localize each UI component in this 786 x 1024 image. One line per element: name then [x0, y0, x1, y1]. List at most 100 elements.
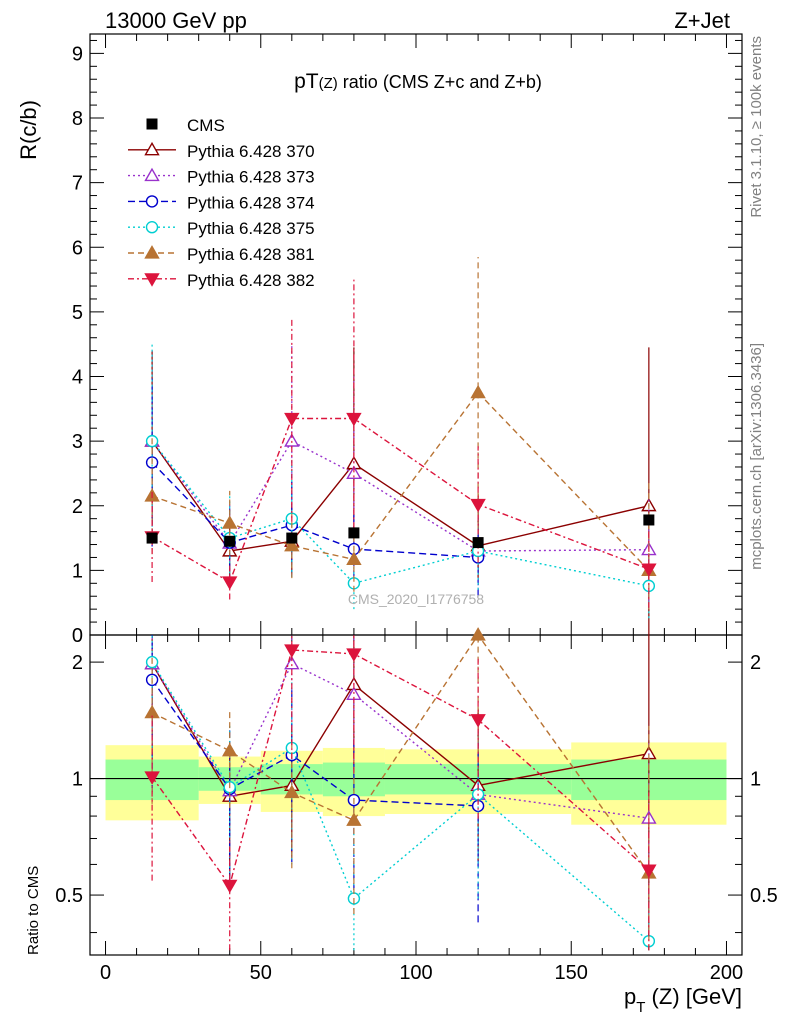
- series-2: [144, 344, 657, 951]
- cms-data: [146, 514, 655, 549]
- xlabel-sub: T: [636, 999, 645, 1016]
- xlabel-main: p: [624, 984, 636, 1009]
- ratio-point: [222, 742, 238, 757]
- ratio-series-line: [151, 663, 649, 798]
- data-point: [222, 515, 238, 529]
- legend-marker: [144, 167, 160, 182]
- series-line: [151, 440, 649, 587]
- data-point: [346, 465, 362, 480]
- ratio-tick-label: 2: [72, 652, 83, 674]
- ratio-tick-label-right: 2: [750, 652, 761, 674]
- cms-data-point: [146, 532, 158, 544]
- x-tick-label: 50: [250, 962, 272, 984]
- y-tick-label: 9: [72, 43, 83, 65]
- legend-entry-5: Pythia 6.428 381: [128, 245, 315, 264]
- legend-label: Pythia 6.428 382: [187, 271, 315, 290]
- data-point: [470, 384, 486, 399]
- ratio-point: [144, 771, 160, 785]
- x-tick-label: 0: [100, 962, 111, 984]
- cms-data-point: [348, 527, 360, 539]
- series-line: [151, 391, 650, 571]
- legend-marker: [144, 273, 160, 287]
- cms-data-point: [472, 537, 484, 549]
- legend-entry-cms: CMS: [146, 116, 225, 135]
- data-point: [346, 551, 362, 565]
- ratio-point: [222, 879, 238, 894]
- cms-data-point: [643, 514, 655, 526]
- ratio-point: [346, 812, 362, 826]
- data-point: [470, 498, 486, 513]
- legend-label: CMS: [187, 116, 225, 135]
- ratio-point: [284, 644, 300, 658]
- legend-entry-2: Pythia 6.428 373: [128, 168, 315, 187]
- legend-label: Pythia 6.428 370: [187, 142, 315, 161]
- ratio-series-line: [151, 633, 650, 874]
- title-sub: (Z): [319, 75, 338, 92]
- x-axis-label: pT (Z) [GeV]: [624, 984, 742, 1016]
- series-1: [144, 347, 657, 951]
- y-tick-label: 6: [72, 237, 83, 259]
- ratio-y-axis-label: Ratio to CMS: [25, 866, 42, 955]
- y-tick-label: 1: [72, 560, 83, 582]
- data-uncertainty-bands: [105, 742, 727, 825]
- y-tick-label: 5: [72, 302, 83, 324]
- header-right: Z+Jet: [674, 8, 730, 33]
- xlabel-rest: (Z) [GeV]: [645, 984, 742, 1009]
- series-line: [151, 440, 649, 552]
- title-main: pT: [294, 70, 319, 93]
- y-tick-label: 3: [72, 431, 83, 453]
- rivet-label: Rivet 3.1.10, ≥ 100k events: [748, 36, 765, 218]
- ratio-tick-label: 1: [72, 769, 83, 791]
- ratio-tick-label: 0.5: [55, 885, 83, 907]
- ratio-tick-label-right: 1: [750, 769, 761, 791]
- y-tick-label: 0: [72, 625, 83, 647]
- ratio-point: [346, 648, 362, 662]
- series-4: [145, 344, 656, 951]
- legend-entry-3: Pythia 6.428 374: [128, 193, 315, 212]
- y-axis-label: R(c/b): [16, 100, 41, 160]
- legend-marker: [144, 141, 160, 156]
- ratio-point: [284, 655, 300, 670]
- x-tick-label: 150: [555, 962, 588, 984]
- y-tick-label: 4: [72, 367, 83, 389]
- ratio-point: [470, 627, 486, 641]
- ratio-tick-label-right: 0.5: [750, 885, 778, 907]
- ratio-point: [641, 864, 657, 879]
- y-tick-label: 8: [72, 108, 83, 130]
- y-tick-label: 2: [72, 496, 83, 518]
- series-6: [144, 279, 657, 951]
- data-point: [346, 412, 362, 427]
- series-layer: [144, 256, 657, 951]
- legend: CMS Pythia 6.428 370 Pythia 6.428 373 Pythi…: [128, 116, 315, 290]
- data-point: [222, 576, 238, 590]
- legend-entry-6: Pythia 6.428 382: [128, 271, 315, 290]
- x-tick-label: 200: [710, 962, 743, 984]
- cms-data-point: [286, 532, 298, 544]
- ratio-series-line: [151, 649, 650, 887]
- y-tick-label: 7: [72, 173, 83, 195]
- legend-label: Pythia 6.428 375: [187, 219, 315, 238]
- axes: 0 1 2 3 4 5 6 7 8 9 0.5 0.5 1 1 2 2 0 50 100 150 200: [55, 33, 778, 984]
- legend-marker: [145, 195, 159, 208]
- chart-title: pT(Z) ratio (CMS Z+c and Z+b): [294, 70, 542, 93]
- ratio-point: [284, 784, 300, 799]
- series-3: [145, 378, 485, 923]
- data-point: [641, 563, 657, 577]
- x-tick-label: 100: [399, 962, 432, 984]
- legend-label: Pythia 6.428 381: [187, 245, 315, 264]
- series-line: [151, 440, 650, 552]
- legend-marker: [144, 245, 160, 259]
- legend-label: Pythia 6.428 374: [187, 193, 315, 212]
- data-point: [284, 412, 300, 427]
- series-line: [151, 417, 650, 584]
- data-point: [284, 537, 300, 552]
- legend-marker: [146, 118, 158, 130]
- analysis-watermark: CMS_2020_I1776758: [348, 591, 484, 607]
- legend-entry-4: Pythia 6.428 375: [128, 219, 315, 238]
- legend-label: Pythia 6.428 373: [187, 168, 315, 187]
- mcplots-label: mcplots.cern.ch [arXiv:1306.3436]: [748, 343, 765, 570]
- cms-data-point: [224, 535, 236, 547]
- ratio-point: [470, 714, 486, 728]
- header-left: 13000 GeV pp: [105, 8, 247, 33]
